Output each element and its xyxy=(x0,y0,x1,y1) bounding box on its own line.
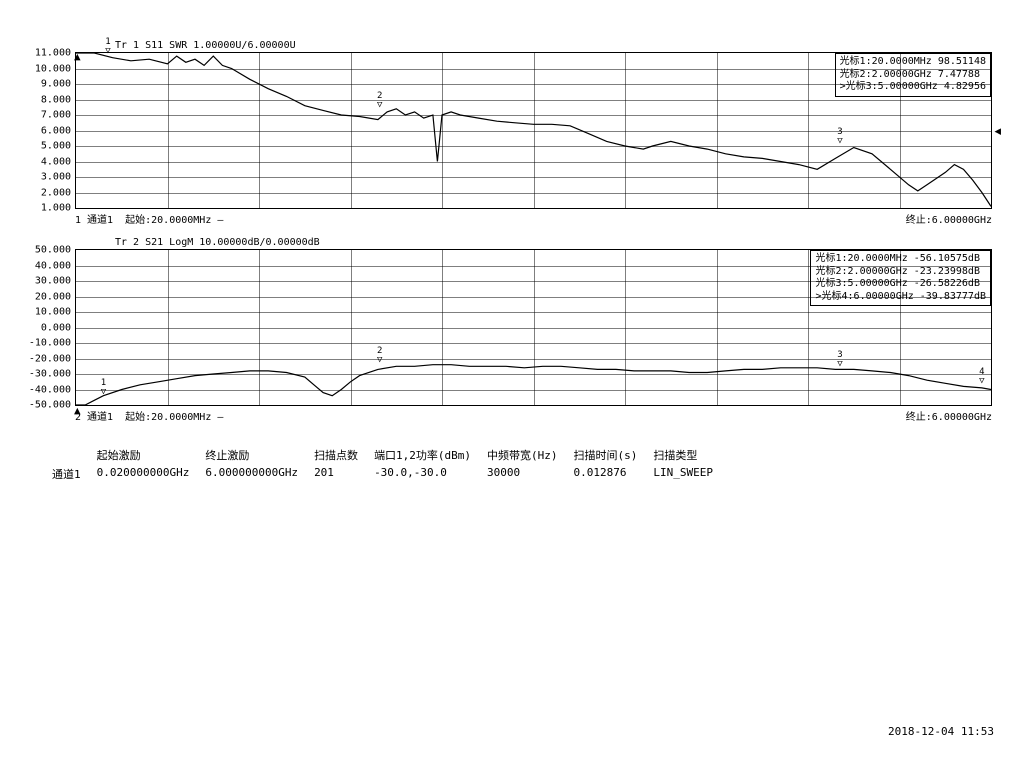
param-header-row: 起始激励终止激励扫描点数端口1,2功率(dBm)中频带宽(Hz)扫描时间(s)扫… xyxy=(52,447,727,464)
chart1-channel: 1 通道1 xyxy=(75,215,113,226)
left-indicator-icon: ▲ xyxy=(74,405,81,416)
param-header: 起始激励 xyxy=(97,447,204,464)
right-indicator-icon: ◀ xyxy=(994,125,1001,136)
marker-readout: >光标3:5.00000GHz 4.82956 xyxy=(840,81,986,94)
y-tick-label: -10.000 xyxy=(29,338,71,349)
marker-readout: 光标2:2.00000GHz -23.23998dB xyxy=(815,266,986,279)
param-header: 扫描时间(s) xyxy=(574,447,652,464)
param-value: 0.020000000GHz xyxy=(97,466,204,483)
y-tick-label: 40.000 xyxy=(35,260,71,271)
chart2-title: Tr 2 S21 LogM 10.00000dB/0.00000dB xyxy=(75,237,992,248)
y-tick-label: 50.000 xyxy=(35,245,71,256)
y-tick-label: 20.000 xyxy=(35,291,71,302)
left-indicator-icon: ▲ xyxy=(74,51,81,62)
marker-readout: 光标1:20.0000MHz 98.51148 xyxy=(840,56,986,69)
param-value: 0.012876 xyxy=(574,466,652,483)
chart2-yaxis: -50.000-40.000-30.000-20.000-10.0000.000… xyxy=(31,250,73,405)
chart2-marker-box: 光标1:20.0000MHz -56.10575dB光标2:2.00000GHz… xyxy=(810,250,991,306)
marker-3: 3▽ xyxy=(837,128,842,146)
chart1-axis-info: 1 通道1 起始:20.0000MHz — 终止:6.00000GHz xyxy=(75,211,992,226)
marker-1: 1▽ xyxy=(105,38,110,56)
marker-readout: 光标2:2.00000GHz 7.47788 xyxy=(840,69,986,82)
param-value-row: 通道10.020000000GHz6.000000000GHz201-30.0,… xyxy=(52,466,727,483)
param-header: 端口1,2功率(dBm) xyxy=(374,447,485,464)
marker-4: 4▽ xyxy=(979,368,984,386)
marker-1: 1▽ xyxy=(101,379,106,397)
y-tick-label: 10.000 xyxy=(35,63,71,74)
y-tick-label: 6.000 xyxy=(41,125,71,136)
y-tick-label: 0.000 xyxy=(41,322,71,333)
y-tick-label: -30.000 xyxy=(29,369,71,380)
marker-3: 3▽ xyxy=(837,351,842,369)
y-tick-label: 30.000 xyxy=(35,276,71,287)
y-tick-label: 9.000 xyxy=(41,79,71,90)
chart1-container: Tr 1 S11 SWR 1.00000U/6.00000U 1.0002.00… xyxy=(75,40,992,226)
chart1-marker-box: 光标1:20.0000MHz 98.51148光标2:2.00000GHz 7.… xyxy=(835,53,991,97)
chart2-start: 起始:20.0000MHz xyxy=(125,412,211,423)
marker-readout: 光标3:5.00000GHz -26.58226dB xyxy=(815,278,986,291)
chart1-yaxis: 1.0002.0003.0004.0005.0006.0007.0008.000… xyxy=(31,53,73,208)
y-tick-label: 7.000 xyxy=(41,110,71,121)
marker-readout: 光标1:20.0000MHz -56.10575dB xyxy=(815,253,986,266)
y-tick-label: 1.000 xyxy=(41,203,71,214)
param-row-label: 通道1 xyxy=(52,466,95,483)
y-tick-label: 8.000 xyxy=(41,94,71,105)
param-value: 6.000000000GHz xyxy=(205,466,312,483)
param-value: -30.0,-30.0 xyxy=(374,466,485,483)
chart2-container: Tr 2 S21 LogM 10.00000dB/0.00000dB -50.0… xyxy=(75,237,992,423)
y-tick-label: -40.000 xyxy=(29,384,71,395)
timestamp: 2018-12-04 11:53 xyxy=(888,725,994,738)
chart1-title: Tr 1 S11 SWR 1.00000U/6.00000U xyxy=(75,40,992,51)
y-tick-label: -20.000 xyxy=(29,353,71,364)
param-value: 30000 xyxy=(487,466,572,483)
chart1-start: 起始:20.0000MHz xyxy=(125,215,211,226)
y-tick-label: 10.000 xyxy=(35,307,71,318)
param-header: 中频带宽(Hz) xyxy=(487,447,572,464)
chart2-plot: -50.000-40.000-30.000-20.000-10.0000.000… xyxy=(75,249,992,406)
y-tick-label: 3.000 xyxy=(41,172,71,183)
chart1-plot: 1.0002.0003.0004.0005.0006.0007.0008.000… xyxy=(75,52,992,209)
param-value: LIN_SWEEP xyxy=(653,466,727,483)
chart2-axis-info: 2 通道1 起始:20.0000MHz — 终止:6.00000GHz xyxy=(75,408,992,423)
param-value: 201 xyxy=(314,466,372,483)
y-tick-label: 5.000 xyxy=(41,141,71,152)
y-tick-label: 2.000 xyxy=(41,187,71,198)
param-table: 起始激励终止激励扫描点数端口1,2功率(dBm)中频带宽(Hz)扫描时间(s)扫… xyxy=(50,445,729,485)
param-header: 终止激励 xyxy=(205,447,312,464)
y-tick-label: -50.000 xyxy=(29,400,71,411)
y-tick-label: 11.000 xyxy=(35,48,71,59)
param-header: 扫描点数 xyxy=(314,447,372,464)
marker-2: 2▽ xyxy=(377,92,382,110)
marker-2: 2▽ xyxy=(377,347,382,365)
y-tick-label: 4.000 xyxy=(41,156,71,167)
chart1-stop: 终止:6.00000GHz xyxy=(906,211,992,226)
chart2-stop: 终止:6.00000GHz xyxy=(906,408,992,423)
param-header: 扫描类型 xyxy=(653,447,727,464)
